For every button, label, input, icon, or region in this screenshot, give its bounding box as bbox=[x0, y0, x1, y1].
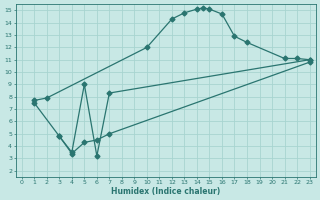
X-axis label: Humidex (Indice chaleur): Humidex (Indice chaleur) bbox=[111, 187, 220, 196]
